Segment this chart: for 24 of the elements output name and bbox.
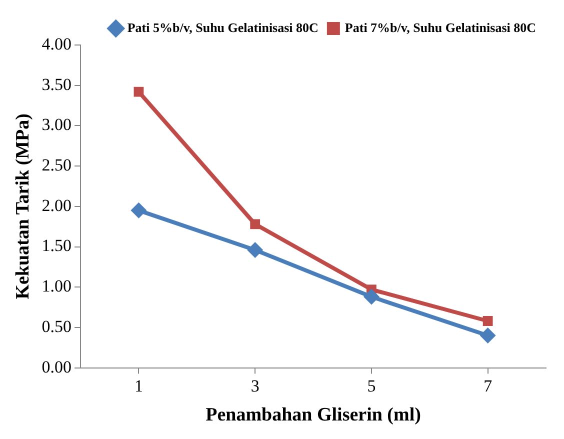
x-axis-title: Penambahan Gliserin (ml) <box>206 404 421 426</box>
y-tick-label: 4.00 <box>42 34 72 54</box>
y-tick-label: 3.00 <box>42 115 72 134</box>
legend-label: Pati 7%b/v, Suhu Gelatinisasi 80C <box>344 20 536 35</box>
y-tick-label: 1.50 <box>42 236 72 256</box>
y-tick-label: 0.50 <box>42 316 72 336</box>
point <box>250 219 260 230</box>
y-tick-label: 1.00 <box>42 276 72 296</box>
point <box>482 316 493 326</box>
x-tick-label: 7 <box>484 376 493 396</box>
point <box>134 86 144 97</box>
y-tick-label: 3.50 <box>42 74 72 94</box>
y-tick-label: 2.00 <box>42 196 72 215</box>
y-axis-title: Kekuatan Tarik (MPa) <box>12 113 34 300</box>
point <box>363 288 380 305</box>
y-tick-label: 2.50 <box>42 156 72 175</box>
x-tick-label: 3 <box>250 376 260 396</box>
point <box>480 328 496 344</box>
legend-label: Pati 5%b/v, Suhu Gelatinisasi 80C <box>127 20 318 35</box>
x-tick-label: 1 <box>134 376 143 396</box>
point <box>247 242 264 258</box>
x-tick-label: 5 <box>367 376 376 396</box>
y-tick-label: 0.00 <box>42 357 72 376</box>
point <box>130 202 147 218</box>
